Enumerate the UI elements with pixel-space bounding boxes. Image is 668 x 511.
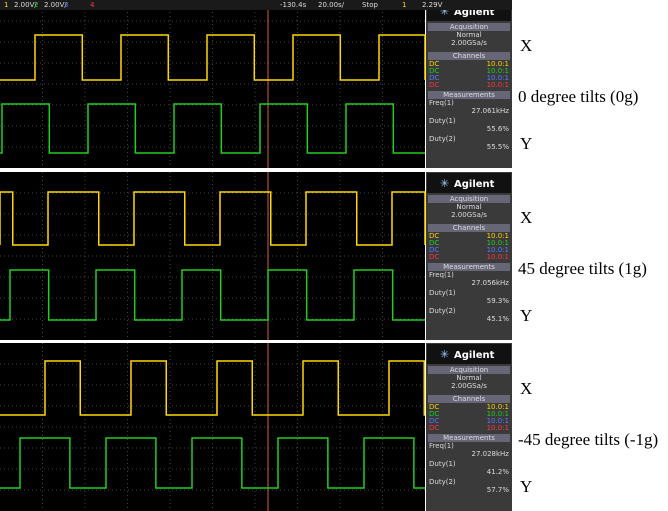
sample-rate: 2.00GSa/s	[451, 382, 487, 390]
side-panel: ✳AgilentAcquisitionNormal2.00GSa/sChanne…	[426, 0, 512, 168]
section-title: Channels	[453, 52, 486, 60]
figure: ✳AgilentAcquisitionNormal2.00GSa/sChanne…	[0, 0, 668, 511]
meas-label: Duty(2)	[429, 135, 456, 143]
coupling: DC	[429, 253, 439, 261]
meas-value: 27.061kHz	[472, 107, 510, 115]
sample-rate: 2.00GSa/s	[451, 211, 487, 219]
label-x: X	[520, 36, 532, 55]
label-y: Y	[520, 134, 532, 153]
section-title: Measurements	[443, 91, 495, 99]
acq-mode: Normal	[456, 203, 481, 211]
probe-ratio: 10.0:1	[487, 424, 509, 432]
label-y: Y	[520, 477, 532, 496]
status-item: -130.4s	[280, 1, 307, 9]
meas-label: Duty(2)	[429, 478, 456, 486]
meas-label: Duty(1)	[429, 460, 456, 468]
status-item: 3	[64, 1, 68, 9]
meas-value: 41.2%	[487, 468, 510, 476]
brand: Agilent	[454, 350, 495, 361]
tilt-label: 45 degree tilts (1g)	[518, 259, 647, 278]
section-title: Acquisition	[450, 195, 488, 203]
section-title: Measurements	[443, 263, 495, 271]
sample-rate: 2.00GSa/s	[451, 39, 487, 47]
coupling: DC	[429, 81, 439, 89]
label-y: Y	[520, 306, 532, 325]
status-item: 2	[34, 1, 38, 9]
acq-mode: Normal	[456, 374, 481, 382]
meas-label: Freq(1)	[429, 442, 454, 450]
section-title: Acquisition	[450, 366, 488, 374]
meas-label: Duty(2)	[429, 307, 456, 315]
meas-label: Duty(1)	[429, 289, 456, 297]
meas-value: 55.5%	[487, 143, 510, 151]
section-title: Channels	[453, 224, 486, 232]
meas-value: 55.6%	[487, 125, 510, 133]
status-item: 1	[4, 1, 8, 9]
meas-value: 59.3%	[487, 297, 510, 305]
section-title: Acquisition	[450, 23, 488, 31]
probe-ratio: 10.0:1	[487, 253, 509, 261]
tilt-label: -45 degree tilts (-1g)	[518, 430, 658, 449]
section-title: Channels	[453, 395, 486, 403]
status-item: 4	[90, 1, 95, 9]
status-item: 1	[402, 1, 406, 9]
meas-label: Freq(1)	[429, 99, 454, 107]
meas-value: 27.028kHz	[472, 450, 510, 458]
meas-label: Freq(1)	[429, 271, 454, 279]
label-x: X	[520, 208, 532, 227]
status-item: 2.29V	[422, 1, 443, 9]
brand-logo: ✳	[440, 177, 449, 190]
acq-mode: Normal	[456, 31, 481, 39]
meas-value: 57.7%	[487, 486, 510, 494]
meas-value: 45.1%	[487, 315, 510, 323]
brand-logo: ✳	[440, 348, 449, 361]
probe-ratio: 10.0:1	[487, 81, 509, 89]
meas-value: 27.056kHz	[472, 279, 510, 287]
status-item: Stop	[362, 1, 378, 9]
meas-label: Duty(1)	[429, 117, 456, 125]
tilt-label: 0 degree tilts (0g)	[518, 87, 638, 106]
section-title: Measurements	[443, 434, 495, 442]
label-x: X	[520, 379, 532, 398]
brand: Agilent	[454, 179, 495, 190]
coupling: DC	[429, 424, 439, 432]
status-item: 20.00s/	[318, 1, 345, 9]
